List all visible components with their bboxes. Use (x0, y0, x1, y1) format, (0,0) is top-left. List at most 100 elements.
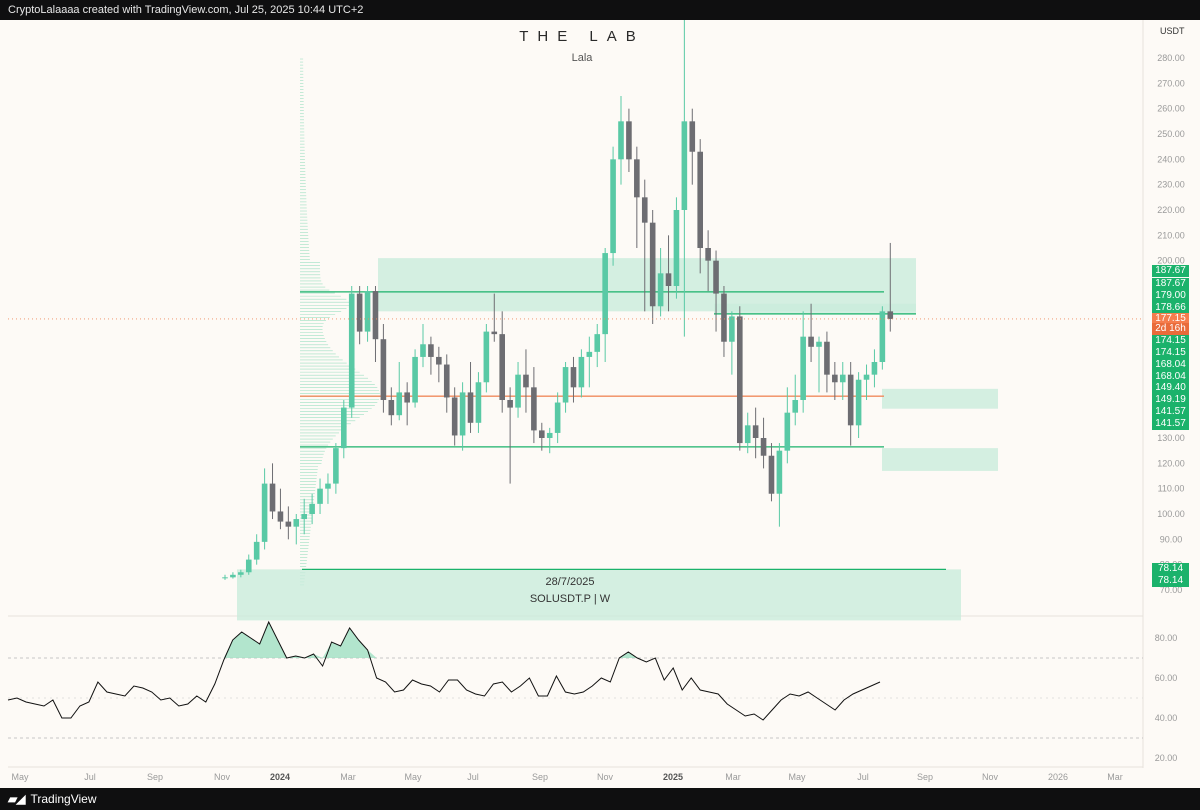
candle (586, 336, 593, 388)
candle (570, 356, 577, 403)
candle (776, 443, 783, 527)
watermark-title: THE LAB (519, 28, 645, 45)
candle (546, 427, 553, 454)
candle-body (760, 438, 767, 456)
candle-body (602, 253, 608, 335)
candle-body (887, 311, 894, 319)
candle (649, 210, 656, 324)
candle-body (372, 291, 379, 340)
price-tag: 2d 16h (1152, 323, 1189, 335)
candle (507, 387, 513, 484)
zone-note-date: 28/7/2025 (545, 576, 595, 588)
candle (879, 306, 886, 370)
candle (443, 354, 450, 413)
time-axis-label: Mar (340, 772, 356, 782)
candle-body (697, 151, 703, 248)
chart-area[interactable]: 70.00 80.00 90.00 100.00 110.00 120.00 130.00 1… (0, 20, 1200, 788)
candle (539, 422, 545, 451)
candle (341, 400, 347, 459)
candle-body (824, 341, 830, 375)
time-axis-label: May (788, 772, 806, 782)
candle (467, 362, 474, 433)
price-tick-label: 270.00 (1157, 78, 1185, 88)
candle-body (309, 503, 315, 514)
volume-profile (300, 58, 380, 586)
candle-body (546, 432, 553, 438)
candle-body (261, 483, 268, 542)
candle-body (483, 331, 490, 383)
candle (721, 286, 727, 357)
price-tag: 78.14 (1152, 575, 1189, 587)
candle-body (863, 374, 870, 380)
candle (515, 362, 521, 418)
candle-body (689, 121, 696, 152)
candle (800, 311, 806, 413)
candle-body (626, 121, 632, 160)
price-tick-label: 220.00 (1157, 205, 1185, 215)
footer-bar: ▰◢ TradingView (0, 788, 1200, 810)
candle (784, 387, 791, 464)
candle (871, 349, 878, 388)
time-axis-label: Mar (1107, 772, 1123, 782)
candle-body (277, 511, 284, 522)
candle (665, 235, 672, 312)
candle (317, 478, 323, 514)
price-tick-label: 210.00 (1157, 230, 1185, 240)
candle-body (776, 450, 783, 494)
candle (261, 468, 268, 550)
candle-body (800, 336, 806, 400)
footer-brand[interactable]: TradingView (30, 792, 97, 806)
candle-body (269, 483, 276, 512)
watermark-subtitle: Lala (571, 52, 593, 64)
tradingview-logo-icon[interactable]: ▰◢ (8, 792, 25, 806)
candle-body (245, 559, 252, 573)
candle (309, 493, 315, 525)
candle-body (641, 197, 648, 223)
candle-body (839, 374, 846, 383)
candle-body (657, 273, 664, 307)
candle-body (428, 344, 434, 357)
rsi-tick-label: 40.00 (1155, 713, 1178, 723)
candle (816, 336, 822, 393)
time-axis-label: Sep (532, 772, 548, 782)
candle (626, 108, 632, 172)
price-tag: 179.00 (1152, 290, 1189, 302)
candle (847, 362, 854, 446)
price-tag: 174.15 (1152, 335, 1189, 347)
time-axis-label: Nov (982, 772, 999, 782)
candle-body (420, 344, 426, 357)
price-tag: 187.67 (1152, 265, 1189, 277)
time-axis-label: Jul (84, 772, 96, 782)
attribution-bar: CryptoLalaaaa created with TradingView.c… (0, 0, 1200, 20)
candle (396, 362, 403, 421)
candle-body (618, 121, 624, 160)
time-axis-label: 2026 (1048, 772, 1068, 782)
candle-body (832, 374, 838, 383)
candle (729, 311, 735, 375)
price-tick-label: 200.00 (1157, 256, 1185, 266)
candle-body (705, 248, 711, 261)
candle-body (634, 159, 640, 198)
candle (380, 324, 387, 413)
candle (420, 324, 426, 368)
candle (681, 20, 688, 337)
candle-body (412, 356, 418, 403)
candle-body (356, 293, 363, 332)
candle-body (744, 425, 751, 444)
time-axis-label: Sep (147, 772, 163, 782)
candle (760, 417, 767, 469)
candle-body (404, 392, 410, 403)
candle-body (523, 374, 529, 388)
candle (238, 569, 244, 578)
candle (253, 534, 260, 565)
time-axis-label: Nov (597, 772, 614, 782)
candle (641, 179, 648, 312)
candle (634, 146, 640, 248)
candle-body (808, 336, 814, 347)
candle (744, 412, 751, 454)
candle (768, 443, 775, 502)
candle (863, 364, 870, 400)
candle (697, 139, 703, 274)
zone-support-zone-1 (882, 388, 998, 409)
candle-body (681, 121, 688, 210)
